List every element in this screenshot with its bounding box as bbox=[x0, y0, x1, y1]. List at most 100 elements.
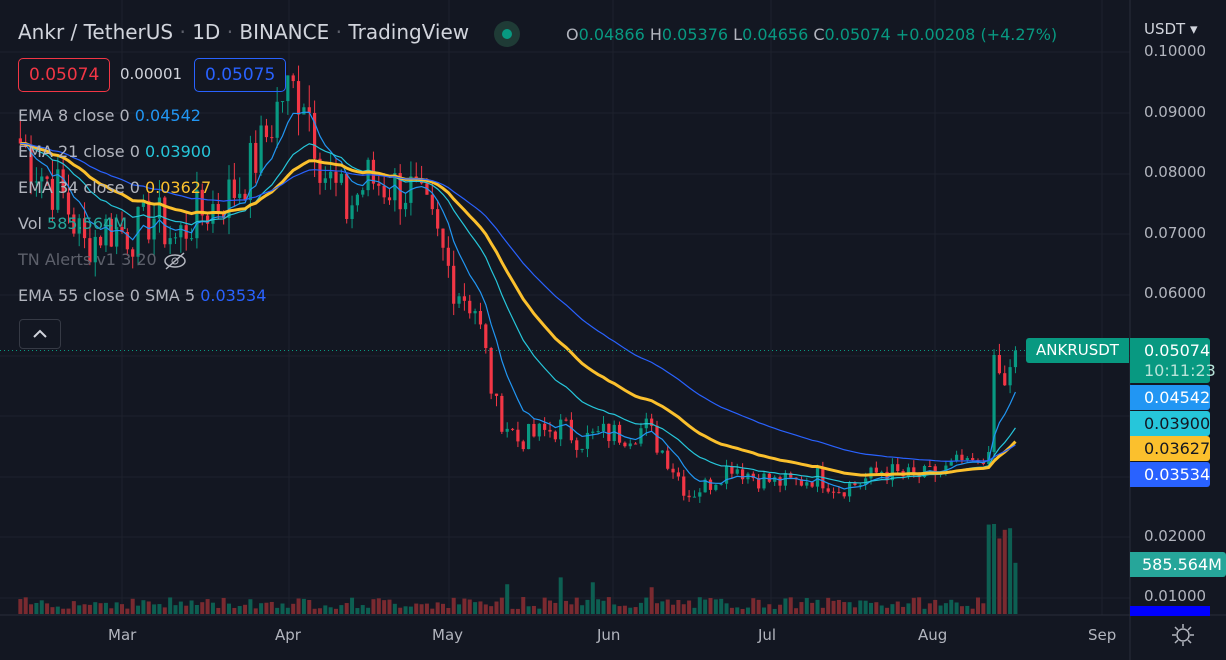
candle-body bbox=[468, 300, 472, 314]
candle-body bbox=[842, 492, 846, 497]
volume-bar bbox=[869, 602, 873, 614]
indicator-legend[interactable]: EMA 34 close 0 0.03627 bbox=[18, 178, 211, 197]
volume-bar bbox=[815, 599, 820, 614]
volume-bar bbox=[751, 598, 756, 614]
volume-bar bbox=[911, 597, 916, 614]
volume-bar bbox=[922, 608, 927, 614]
volume-bar bbox=[253, 608, 258, 614]
volume-bar bbox=[564, 600, 569, 614]
volume-bar bbox=[569, 604, 574, 614]
candle-body bbox=[355, 194, 359, 206]
candle-body bbox=[500, 395, 504, 432]
volume-bar bbox=[430, 608, 435, 614]
indicator-legend[interactable]: EMA 8 close 0 0.04542 bbox=[18, 106, 201, 125]
volume-bar bbox=[703, 599, 708, 614]
candle-body bbox=[436, 209, 440, 229]
candle-body bbox=[585, 432, 590, 449]
candle-body bbox=[837, 492, 841, 494]
candle-body bbox=[730, 466, 734, 474]
candle-body bbox=[591, 431, 595, 433]
candle-body bbox=[821, 467, 825, 489]
volume-bar bbox=[778, 604, 783, 614]
candle-body bbox=[735, 469, 739, 474]
volume-bar bbox=[713, 599, 718, 614]
volume-bar bbox=[120, 604, 124, 614]
buy-button[interactable]: 0.05075 bbox=[194, 58, 287, 92]
candle-body bbox=[569, 419, 573, 441]
indicator-legend[interactable]: TN Alerts v1 3 20 bbox=[18, 250, 188, 271]
volume-bar bbox=[366, 607, 371, 614]
volume-bar bbox=[323, 605, 328, 614]
candle-body bbox=[708, 479, 713, 490]
volume-bar bbox=[71, 601, 76, 614]
candle-body bbox=[345, 173, 349, 219]
volume-bar bbox=[473, 602, 478, 614]
indicator-legend[interactable]: Vol 585.564M bbox=[18, 214, 127, 233]
volume-bar bbox=[408, 606, 413, 614]
candle-body bbox=[532, 423, 536, 437]
sell-button[interactable]: 0.05074 bbox=[18, 58, 111, 92]
volume-bar bbox=[863, 600, 868, 614]
volume-bar bbox=[334, 608, 338, 614]
candle-body bbox=[912, 467, 916, 473]
collapse-legend-button[interactable] bbox=[19, 319, 61, 349]
candle-body bbox=[457, 296, 461, 304]
volume-bar bbox=[82, 604, 87, 614]
volume-bar bbox=[879, 605, 884, 614]
candle-body bbox=[960, 454, 964, 461]
candle-body bbox=[906, 467, 911, 477]
candle-body bbox=[607, 423, 611, 442]
candle-body bbox=[1008, 367, 1012, 386]
candle-body bbox=[473, 311, 477, 314]
volume-bar bbox=[901, 606, 906, 614]
volume-bar bbox=[794, 608, 799, 614]
volume-bar bbox=[1008, 528, 1013, 614]
candle-body bbox=[238, 193, 242, 198]
volume-bar bbox=[355, 608, 360, 614]
volume-bar bbox=[237, 606, 242, 614]
volume-bar bbox=[933, 599, 938, 614]
candle-body bbox=[494, 393, 499, 396]
candle-body bbox=[184, 225, 188, 239]
currency-selector[interactable]: USDT ▾ bbox=[1144, 20, 1198, 38]
candle-body bbox=[99, 236, 103, 246]
candle-body bbox=[789, 473, 793, 478]
interval[interactable]: 1D bbox=[192, 20, 221, 44]
volume-bar bbox=[836, 599, 841, 614]
indicator-legend[interactable]: EMA 21 close 0 0.03900 bbox=[18, 142, 211, 161]
settings-sun-icon[interactable] bbox=[1170, 622, 1196, 648]
candle-body bbox=[928, 466, 932, 468]
symbol-label: ANKRUSDT bbox=[1026, 338, 1129, 363]
volume-bar bbox=[462, 598, 467, 614]
candle-body bbox=[992, 355, 996, 452]
candle-body bbox=[858, 484, 862, 486]
change: +0.00208 (+4.27%) bbox=[895, 25, 1058, 44]
volume-bar bbox=[890, 604, 895, 614]
candle-body bbox=[810, 482, 814, 487]
candle-body bbox=[40, 176, 44, 182]
volume-bar bbox=[441, 603, 445, 614]
ema8-label: 0.04542 bbox=[1130, 385, 1210, 410]
symbol-title[interactable]: Ankr / TetherUS · 1D · BINANCE · Trading… bbox=[18, 20, 520, 47]
indicator-legend[interactable]: EMA 55 close 0 SMA 5 0.03534 bbox=[18, 286, 266, 305]
candle-body bbox=[751, 473, 755, 479]
volume-bar bbox=[885, 607, 890, 614]
candle-body bbox=[125, 232, 129, 250]
countdown: 10:11:23 bbox=[1144, 361, 1216, 380]
time-tick: Aug bbox=[918, 626, 948, 644]
volume-bar bbox=[959, 606, 964, 614]
volume-bar bbox=[93, 602, 98, 614]
volume-bar bbox=[467, 599, 472, 614]
volume-bar bbox=[360, 605, 365, 614]
candle-body bbox=[628, 443, 632, 447]
volume-bar bbox=[29, 604, 34, 614]
candle-body bbox=[296, 81, 301, 115]
candle-body bbox=[666, 450, 670, 469]
candle-body bbox=[152, 218, 156, 240]
hidden-eye-icon[interactable] bbox=[162, 251, 188, 271]
volume-bar bbox=[109, 608, 114, 614]
price-tick: 0.01000 bbox=[1144, 587, 1207, 606]
candle-body bbox=[543, 423, 547, 430]
volume-bar bbox=[580, 605, 585, 614]
